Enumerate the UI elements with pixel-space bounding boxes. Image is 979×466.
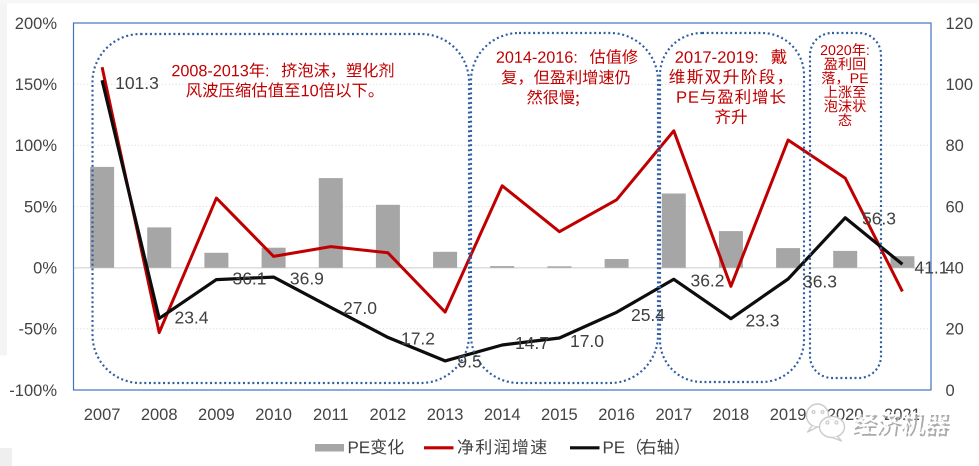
svg-text:0: 0 — [946, 382, 955, 400]
svg-text:-100%: -100% — [9, 382, 57, 400]
svg-text:2019: 2019 — [770, 406, 807, 424]
svg-text:17.2: 17.2 — [401, 329, 435, 349]
svg-text:50%: 50% — [24, 198, 57, 216]
svg-text:0%: 0% — [33, 260, 57, 278]
svg-text:27.0: 27.0 — [343, 298, 377, 318]
svg-text:2012: 2012 — [370, 406, 407, 424]
svg-text:101.3: 101.3 — [115, 73, 159, 93]
svg-text:2009: 2009 — [198, 406, 235, 424]
svg-text:120: 120 — [946, 15, 974, 33]
svg-text:36.2: 36.2 — [690, 271, 724, 291]
svg-text:2015: 2015 — [541, 406, 578, 424]
svg-text:100%: 100% — [15, 137, 58, 155]
svg-text:2007: 2007 — [84, 406, 121, 424]
svg-text:36.1: 36.1 — [232, 269, 266, 289]
svg-text:2014: 2014 — [484, 406, 521, 424]
svg-text:2011: 2011 — [313, 406, 348, 424]
svg-text:56.3: 56.3 — [862, 209, 896, 229]
svg-text:17.0: 17.0 — [570, 331, 604, 351]
svg-text:2018: 2018 — [713, 406, 750, 424]
svg-text:9.5: 9.5 — [457, 352, 481, 372]
svg-text:40: 40 — [946, 260, 964, 278]
svg-text:2010: 2010 — [255, 406, 292, 424]
svg-text:200%: 200% — [15, 15, 58, 33]
svg-text:14.7: 14.7 — [515, 333, 549, 353]
svg-text:2016: 2016 — [598, 406, 635, 424]
svg-text:25.4: 25.4 — [631, 305, 665, 325]
svg-text:23.3: 23.3 — [745, 311, 779, 331]
svg-text:100: 100 — [946, 76, 974, 94]
svg-text:2008: 2008 — [141, 406, 178, 424]
svg-text:23.4: 23.4 — [174, 308, 208, 328]
svg-text:2013: 2013 — [427, 406, 464, 424]
svg-text:36.3: 36.3 — [803, 272, 837, 292]
svg-text:41.1: 41.1 — [914, 258, 948, 278]
svg-text:80: 80 — [946, 137, 964, 155]
svg-text:20: 20 — [946, 321, 964, 339]
svg-text:60: 60 — [946, 198, 964, 216]
svg-text:36.9: 36.9 — [290, 269, 324, 289]
svg-text:150%: 150% — [15, 76, 58, 94]
svg-text:-50%: -50% — [18, 321, 57, 339]
svg-text:2017: 2017 — [655, 406, 692, 424]
